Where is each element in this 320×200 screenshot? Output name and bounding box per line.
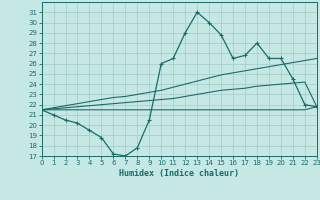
X-axis label: Humidex (Indice chaleur): Humidex (Indice chaleur) [119, 169, 239, 178]
